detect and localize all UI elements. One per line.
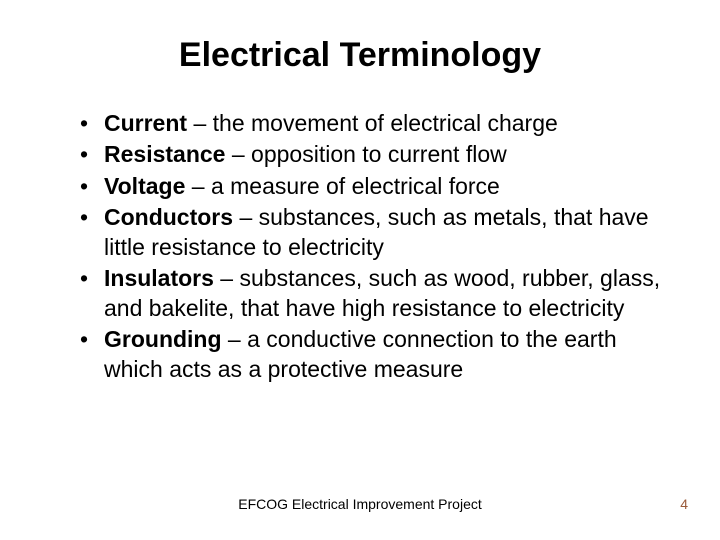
definition: – opposition to current flow xyxy=(225,141,506,167)
footer-text: EFCOG Electrical Improvement Project xyxy=(0,496,720,512)
page-number: 4 xyxy=(680,496,688,512)
term: Resistance xyxy=(104,141,225,167)
list-item: Voltage – a measure of electrical force xyxy=(80,172,670,201)
term: Insulators xyxy=(104,265,214,291)
list-item: Grounding – a conductive connection to t… xyxy=(80,325,670,384)
term: Voltage xyxy=(104,173,185,199)
term: Conductors xyxy=(104,204,233,230)
list-item: Resistance – opposition to current flow xyxy=(80,140,670,169)
term: Current xyxy=(104,110,187,136)
list-item: Current – the movement of electrical cha… xyxy=(80,109,670,138)
list-item: Insulators – substances, such as wood, r… xyxy=(80,264,670,323)
definition: – a measure of electrical force xyxy=(185,173,499,199)
bullet-list: Current – the movement of electrical cha… xyxy=(50,109,670,384)
slide: Electrical Terminology Current – the mov… xyxy=(0,0,720,540)
term: Grounding xyxy=(104,326,222,352)
list-item: Conductors – substances, such as metals,… xyxy=(80,203,670,262)
definition: – the movement of electrical charge xyxy=(187,110,558,136)
slide-title: Electrical Terminology xyxy=(50,36,670,75)
